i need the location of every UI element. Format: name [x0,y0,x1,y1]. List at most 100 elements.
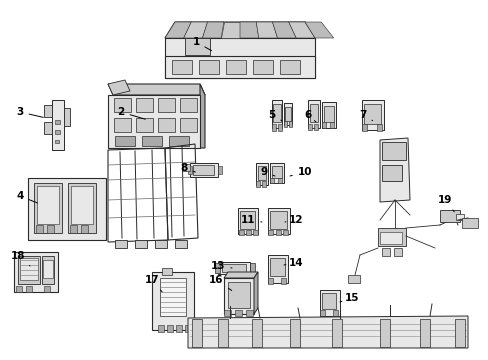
Bar [381,142,405,160]
Polygon shape [288,22,314,38]
Bar [71,186,93,224]
Bar [439,210,459,222]
Text: 16: 16 [208,275,231,291]
Polygon shape [305,22,333,38]
Bar [14,252,58,292]
Bar [64,108,70,126]
Polygon shape [202,22,224,38]
Bar [155,240,167,248]
Bar [239,230,244,235]
Bar [271,166,282,178]
Bar [252,60,272,74]
Bar [309,104,317,122]
Text: 1: 1 [192,37,211,51]
Bar [218,319,227,347]
Bar [192,319,202,347]
Polygon shape [379,138,409,202]
Bar [136,118,153,132]
Polygon shape [253,272,258,314]
Polygon shape [183,22,207,38]
Bar [251,319,262,347]
Bar [377,228,405,246]
Polygon shape [272,22,296,38]
Bar [28,178,106,240]
Text: 5: 5 [268,110,281,121]
Bar [44,122,52,134]
Bar [18,256,40,284]
Bar [238,208,258,234]
Bar [245,230,250,235]
Bar [55,130,60,134]
Bar [285,107,290,121]
Bar [262,181,265,187]
Bar [235,310,242,316]
Bar [280,60,299,74]
Bar [224,278,253,314]
Bar [190,163,218,177]
Text: 3: 3 [16,107,43,117]
Bar [363,104,380,124]
Text: 6: 6 [304,110,315,122]
Bar [68,183,96,233]
Bar [361,124,366,131]
Bar [70,225,77,233]
Bar [20,258,38,280]
Bar [44,105,52,117]
Text: 17: 17 [144,275,162,292]
Text: 2: 2 [117,107,145,119]
Bar [321,122,325,128]
Text: 18: 18 [11,251,30,266]
Bar [454,319,464,347]
Bar [160,278,185,316]
Bar [167,325,173,332]
Bar [321,293,335,309]
Bar [275,230,281,235]
Bar [245,310,252,316]
Bar [158,98,175,112]
Bar [180,118,197,132]
Bar [324,106,333,122]
Polygon shape [256,22,277,38]
Bar [461,218,477,228]
Polygon shape [164,22,314,38]
Bar [455,214,463,220]
Bar [419,319,429,347]
Polygon shape [187,316,467,348]
Text: 7: 7 [359,110,372,121]
Bar [267,278,272,284]
Bar [252,230,258,235]
Bar [114,98,131,112]
Bar [169,136,189,146]
Polygon shape [200,84,204,148]
Bar [44,286,50,292]
Text: 19: 19 [437,195,453,212]
Bar [115,136,135,146]
Text: 13: 13 [210,261,231,271]
Bar [36,225,43,233]
Bar [34,183,62,233]
Bar [379,232,401,244]
Text: 12: 12 [285,215,303,225]
Bar [172,60,192,74]
Bar [193,165,214,175]
Bar [329,122,333,128]
Bar [187,166,192,174]
Bar [307,100,319,128]
Bar [361,100,383,130]
Polygon shape [221,22,240,38]
Bar [215,263,220,273]
Bar [175,240,186,248]
Bar [278,124,282,131]
Text: 11: 11 [240,215,262,225]
Bar [176,325,182,332]
Bar [249,263,254,273]
Bar [37,186,59,224]
Bar [376,124,381,131]
Bar [347,275,359,283]
Bar [269,258,285,276]
Polygon shape [224,272,258,278]
Bar [284,121,286,127]
Bar [26,286,32,292]
Polygon shape [108,84,204,95]
Bar [16,286,22,292]
